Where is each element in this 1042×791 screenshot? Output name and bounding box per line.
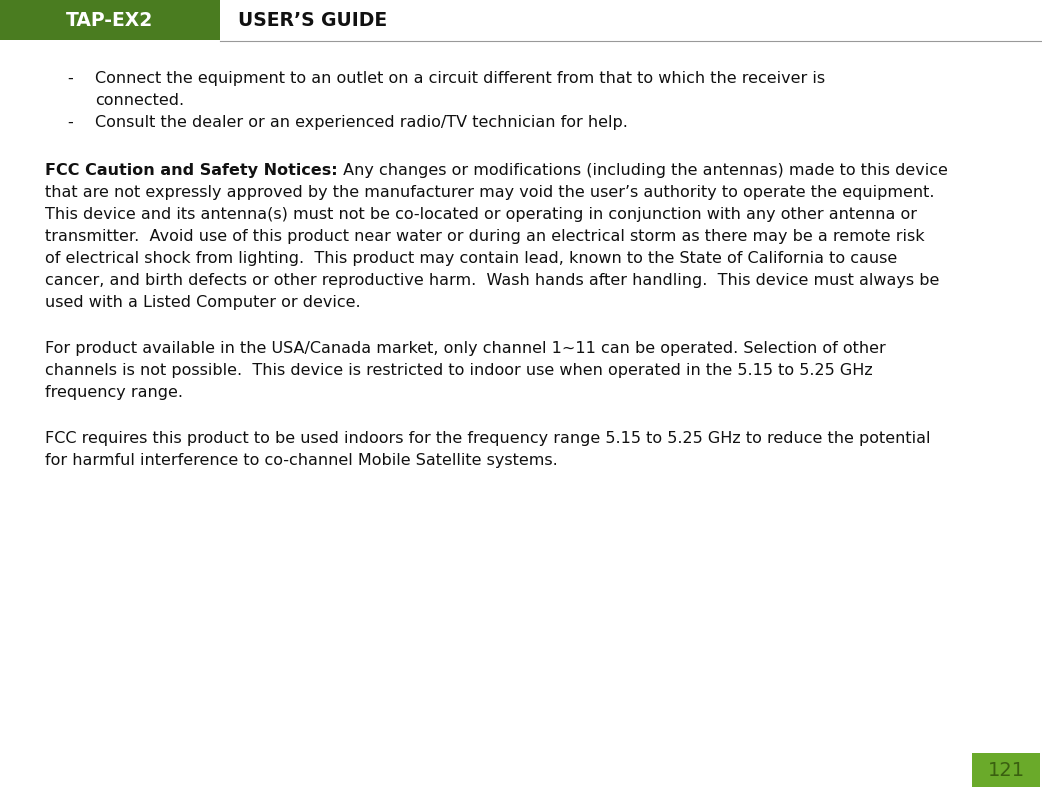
Text: This device and its antenna(s) must not be co-located or operating in conjunctio: This device and its antenna(s) must not … xyxy=(45,207,917,222)
Text: of electrical shock from lighting.  This product may contain lead, known to the : of electrical shock from lighting. This … xyxy=(45,251,897,266)
Text: -: - xyxy=(67,115,73,130)
Text: FCC requires this product to be used indoors for the frequency range 5.15 to 5.2: FCC requires this product to be used ind… xyxy=(45,431,931,446)
Text: FCC Caution and Safety Notices:: FCC Caution and Safety Notices: xyxy=(45,163,338,178)
Text: Any changes or modifications (including the antennas) made to this device: Any changes or modifications (including … xyxy=(338,163,947,178)
Text: for harmful interference to co-channel Mobile Satellite systems.: for harmful interference to co-channel M… xyxy=(45,453,557,468)
Text: Connect the equipment to an outlet on a circuit different from that to which the: Connect the equipment to an outlet on a … xyxy=(95,71,825,86)
Text: TAP-EX2: TAP-EX2 xyxy=(67,10,153,29)
Text: connected.: connected. xyxy=(95,93,184,108)
Bar xyxy=(0,0,220,40)
Bar xyxy=(972,753,1040,787)
Text: Consult the dealer or an experienced radio/TV technician for help.: Consult the dealer or an experienced rad… xyxy=(95,115,628,130)
Text: USER’S GUIDE: USER’S GUIDE xyxy=(238,10,388,29)
Text: 121: 121 xyxy=(988,760,1024,779)
Text: -: - xyxy=(67,71,73,86)
Text: For product available in the USA/Canada market, only channel 1~11 can be operate: For product available in the USA/Canada … xyxy=(45,341,886,356)
Text: channels is not possible.  This device is restricted to indoor use when operated: channels is not possible. This device is… xyxy=(45,363,873,378)
Text: cancer, and birth defects or other reproductive harm.  Wash hands after handling: cancer, and birth defects or other repro… xyxy=(45,273,940,288)
Text: frequency range.: frequency range. xyxy=(45,385,183,400)
Text: used with a Listed Computer or device.: used with a Listed Computer or device. xyxy=(45,295,361,310)
Text: that are not expressly approved by the manufacturer may void the user’s authorit: that are not expressly approved by the m… xyxy=(45,185,935,200)
Text: transmitter.  Avoid use of this product near water or during an electrical storm: transmitter. Avoid use of this product n… xyxy=(45,229,924,244)
